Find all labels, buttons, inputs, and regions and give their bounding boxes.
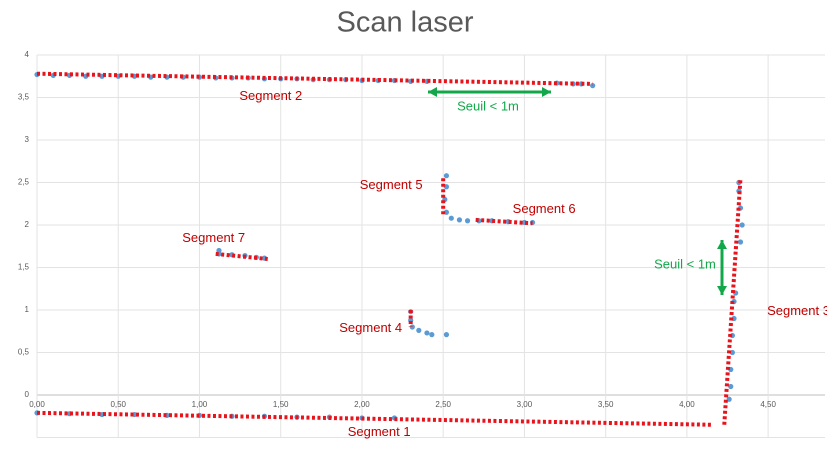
x-tick-label: 0,00 — [29, 400, 45, 409]
y-tick-label: 4 — [25, 50, 30, 59]
threshold-label: Seuil < 1m — [654, 256, 716, 271]
x-tick-label: 4,50 — [760, 400, 776, 409]
scan-point — [443, 173, 450, 179]
x-tick-label: 0,50 — [110, 400, 126, 409]
segment-label: Segment 3 — [767, 303, 827, 318]
y-tick-label: 3 — [25, 135, 30, 144]
segment-label: Segment 6 — [513, 201, 576, 216]
x-tick-label: 3,00 — [517, 400, 533, 409]
scan-point — [424, 330, 430, 336]
y-tick-label: 0,5 — [18, 348, 30, 357]
segment-line — [36, 410, 712, 427]
x-tick-label: 3,50 — [598, 400, 614, 409]
scan-point — [416, 327, 422, 333]
x-tick-label: 2,50 — [435, 400, 451, 409]
x-tick-label: 1,50 — [273, 400, 289, 409]
scan-point — [737, 239, 744, 245]
y-tick-label: 1,5 — [18, 263, 30, 272]
threshold-label: Seuil < 1m — [457, 98, 519, 113]
x-tick-label: 4,00 — [679, 400, 695, 409]
y-tick-label: 2,5 — [18, 178, 30, 187]
scan-point — [443, 332, 450, 338]
y-tick-label: 2 — [25, 220, 30, 229]
segment-line — [36, 71, 593, 86]
x-tick-label: 2,00 — [354, 400, 370, 409]
segment-line — [722, 178, 743, 425]
scan-point — [728, 383, 734, 390]
segment-label: Segment 7 — [182, 230, 245, 245]
x-tick-label: 1,00 — [192, 400, 208, 409]
scan-point — [456, 217, 463, 223]
chart-title: Scan laser — [336, 7, 473, 39]
arrow-head — [542, 87, 551, 97]
segment-label: Segment 1 — [348, 424, 411, 439]
arrow-head — [717, 240, 727, 249]
scan-point — [464, 218, 471, 224]
scan-point — [448, 215, 454, 221]
segment-line — [215, 251, 268, 261]
scan-point — [739, 222, 745, 228]
segment-label: Segment 2 — [239, 88, 302, 103]
segment-line — [475, 217, 533, 226]
segment-label: Segment 5 — [360, 177, 423, 192]
arrow-head — [428, 87, 437, 97]
y-tick-label: 1 — [25, 305, 30, 314]
y-tick-label: 0 — [25, 390, 30, 399]
scan-point — [429, 332, 435, 338]
y-tick-label: 3,5 — [18, 93, 30, 102]
segment-label: Segment 4 — [339, 320, 402, 335]
scan-point — [590, 83, 596, 89]
arrow-head — [717, 286, 727, 295]
